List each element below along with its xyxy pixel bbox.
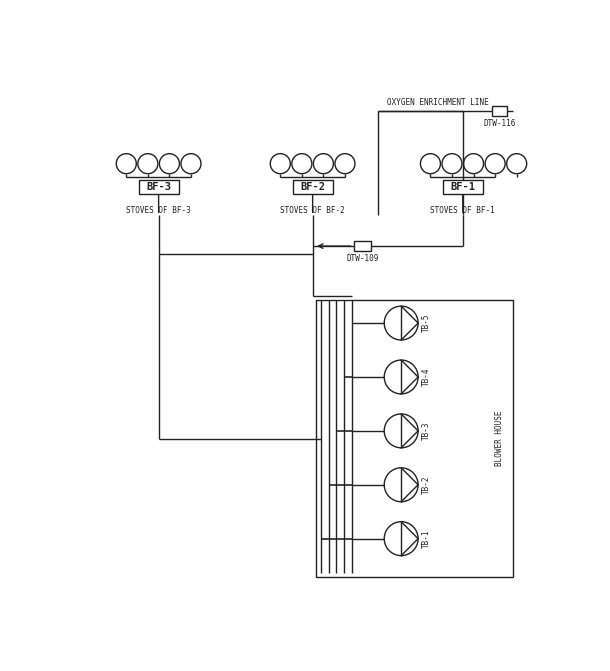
- Bar: [354, 241, 371, 252]
- Bar: [317, 300, 513, 577]
- Text: STOVES OF BF-3: STOVES OF BF-3: [126, 206, 191, 215]
- Text: BLOWER HOUSE: BLOWER HOUSE: [495, 411, 504, 466]
- Text: DTW-109: DTW-109: [346, 254, 379, 263]
- Bar: [492, 106, 508, 116]
- Bar: [293, 180, 332, 194]
- Text: TB-2: TB-2: [422, 476, 431, 494]
- Text: OXYGEN ENRICHMENT LINE: OXYGEN ENRICHMENT LINE: [387, 99, 489, 107]
- Text: DTW-116: DTW-116: [484, 119, 516, 127]
- Text: TB-4: TB-4: [422, 368, 431, 386]
- Text: TB-3: TB-3: [422, 421, 431, 440]
- Text: BF-3: BF-3: [146, 182, 171, 192]
- Bar: [443, 180, 483, 194]
- Text: STOVES OF BF-2: STOVES OF BF-2: [280, 206, 345, 215]
- Text: BF-1: BF-1: [450, 182, 475, 192]
- Bar: [138, 180, 179, 194]
- Text: TB-5: TB-5: [422, 314, 431, 332]
- Text: STOVES OF BF-1: STOVES OF BF-1: [431, 206, 495, 215]
- Text: BF-2: BF-2: [300, 182, 325, 192]
- Text: TB-1: TB-1: [422, 529, 431, 548]
